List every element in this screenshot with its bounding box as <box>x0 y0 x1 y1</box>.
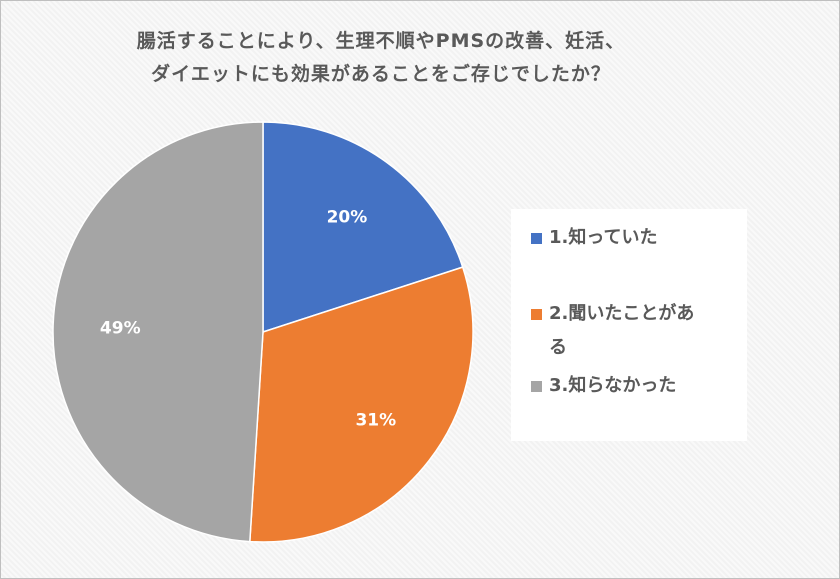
chart-title-line-1: 腸活することにより、生理不順やPMSの改善、妊活、 <box>136 30 626 52</box>
chart-title-line-2: ダイエットにも効果があることをご存じでしたか？ <box>151 63 611 85</box>
chart-title: 腸活することにより、生理不順やPMSの改善、妊活、 ダイエットにも効果があること… <box>61 25 701 91</box>
legend-swatch-known <box>531 233 542 244</box>
legend-item-unknown: 3.知らなかった <box>531 369 741 403</box>
pie-label-known: 20% <box>327 207 368 227</box>
legend: 1.知っていた 2.聞いたことがあ る 3.知らなかった <box>511 209 747 441</box>
pie-label-unknown: 49% <box>100 319 141 339</box>
legend-item-heard: 2.聞いたことがあ る <box>531 297 741 365</box>
legend-item-known: 1.知っていた <box>531 221 741 255</box>
pie-label-heard: 31% <box>355 411 396 431</box>
legend-swatch-heard <box>531 309 542 320</box>
pie-slice-known <box>262 121 464 334</box>
legend-swatch-unknown <box>531 381 542 392</box>
pie-slice-unknown <box>52 121 264 543</box>
legend-label-heard-line2: る <box>549 337 567 358</box>
pie-slice-heard <box>249 266 474 543</box>
legend-label-known: 1.知っていた <box>549 227 658 248</box>
legend-label-heard-line1: 2.聞いたことがあ <box>549 303 695 324</box>
legend-label-unknown: 3.知らなかった <box>549 375 677 396</box>
